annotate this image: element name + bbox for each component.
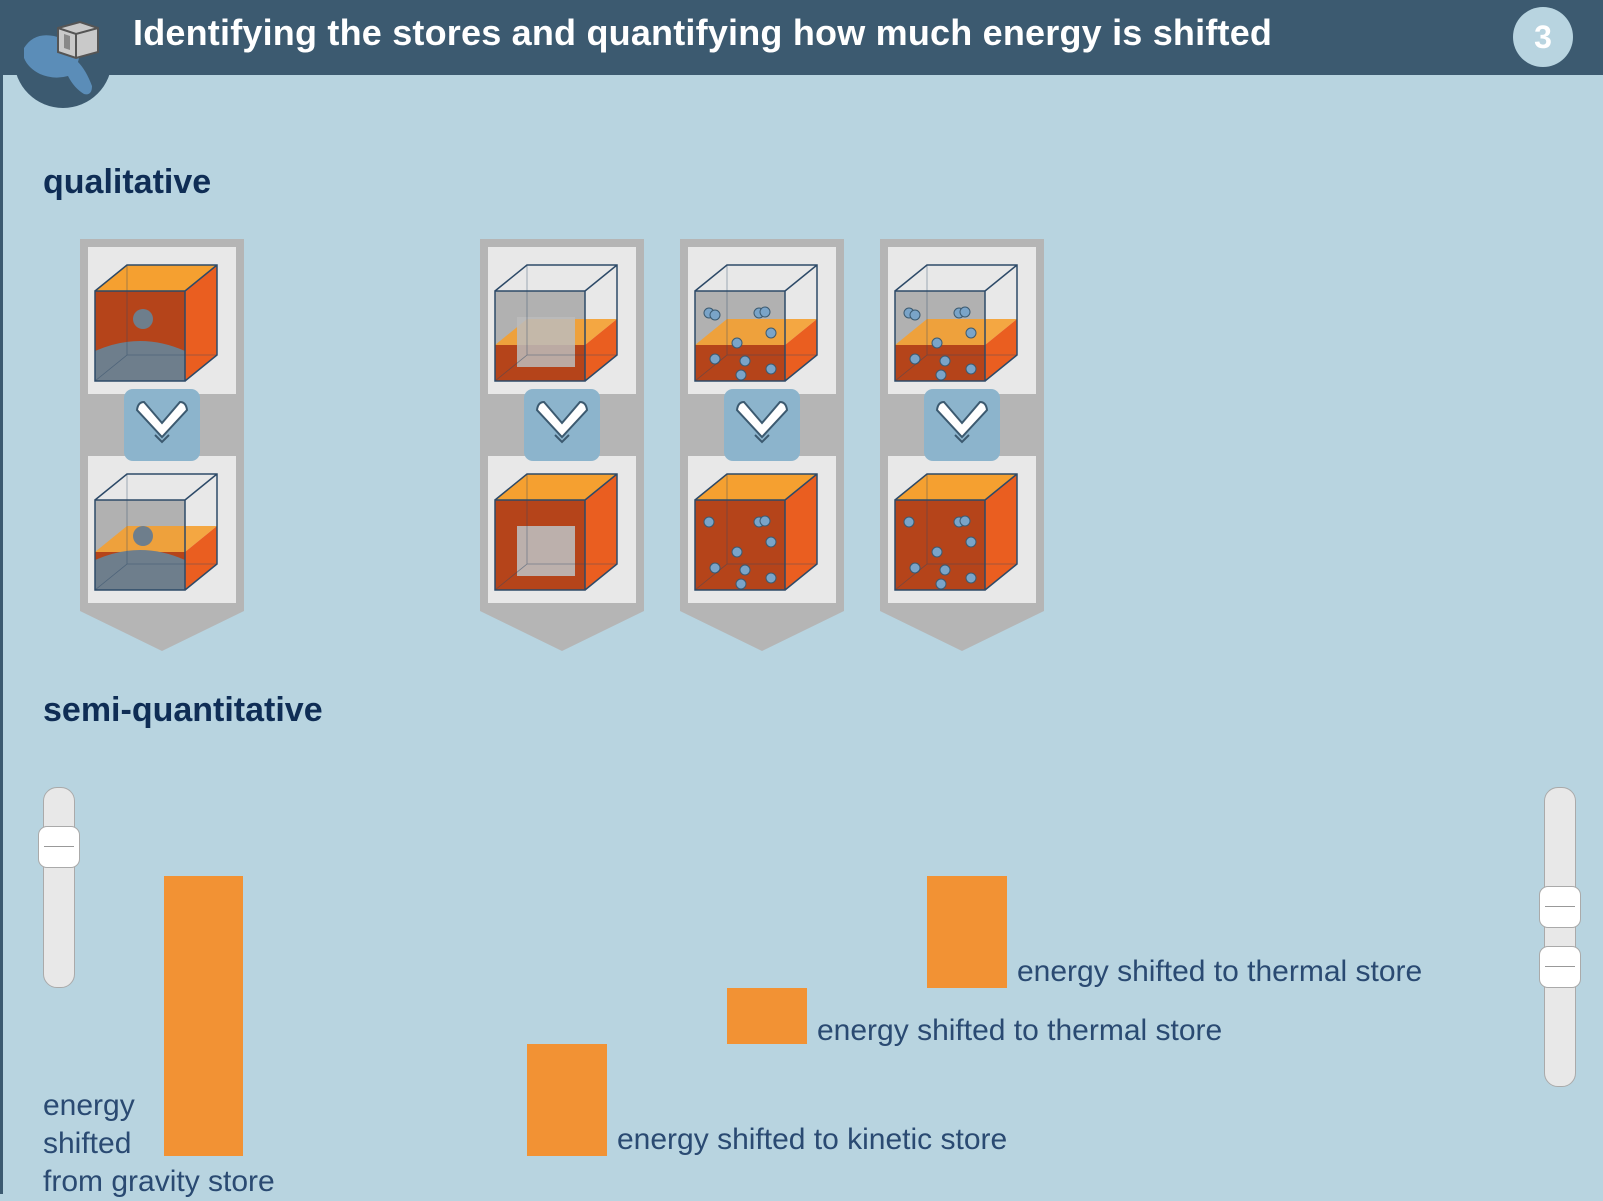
qualitative-heading: qualitative [43, 163, 212, 201]
gravity-energy-slider-track[interactable] [43, 787, 75, 988]
gravity-store-label-line-1: energy [43, 1089, 135, 1122]
thermal-store-label-2: energy shifted to thermal store [1017, 955, 1423, 988]
kinetic-store-label: energy shifted to kinetic store [617, 1123, 1008, 1156]
thermal-store-label-1: energy shifted to thermal store [817, 1014, 1223, 1047]
thermal-energy-slider-handle-lower[interactable] [1539, 946, 1581, 988]
gravity-store-bar [164, 876, 243, 1156]
thermal-energy-slider-track[interactable] [1544, 787, 1576, 1087]
kinetic-store-bar [527, 1044, 607, 1156]
thermal-store-card-2 [879, 238, 1045, 652]
semi-quantitative-heading: semi-quantitative [43, 691, 323, 729]
kinetic-store-card [479, 238, 645, 652]
gravity-store-label-line-3: from gravity store [43, 1165, 275, 1198]
thermal-store-card-1 [679, 238, 845, 652]
gravity-store-card [79, 238, 245, 652]
gravity-energy-slider-handle[interactable] [38, 826, 80, 868]
gravity-store-label-line-2: shifted [43, 1127, 132, 1160]
page-number-badge[interactable]: 3 [1513, 7, 1573, 67]
thermal-store-bar-2 [927, 876, 1007, 988]
thermal-store-bar-1 [727, 988, 807, 1044]
header-bar [3, 0, 1603, 75]
thermal-energy-slider-handle-upper[interactable] [1539, 886, 1581, 928]
hand-holding-cube-icon [14, 10, 112, 108]
page-title: Identifying the stores and quantifying h… [133, 12, 1273, 53]
left-border [0, 0, 3, 1194]
